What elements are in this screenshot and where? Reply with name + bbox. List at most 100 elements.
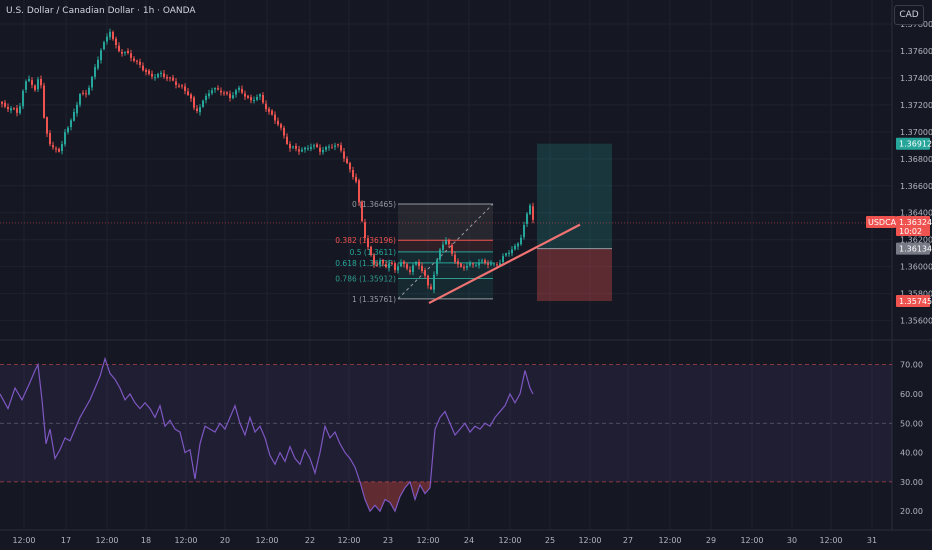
candle-body — [100, 50, 102, 61]
time-axis-label: 22 — [305, 536, 315, 545]
candle-body — [40, 78, 42, 86]
fib-level-label: 0.618 (1.36028) — [335, 259, 396, 268]
candle-body — [292, 146, 294, 148]
candle-body — [244, 93, 246, 97]
candle-body — [88, 87, 90, 95]
candle-body — [250, 97, 252, 101]
candle-body — [220, 90, 222, 93]
candle-body — [142, 65, 144, 71]
rsi-axis-label: 70.00 — [900, 361, 923, 370]
candle-body — [187, 91, 189, 96]
candle-body — [61, 144, 63, 152]
candle-body — [4, 102, 6, 107]
candle-body — [505, 253, 507, 256]
candle-body — [472, 263, 474, 265]
candle-body — [124, 52, 126, 54]
price-axis-label: 1.37000 — [900, 128, 932, 137]
candle-body — [148, 70, 150, 74]
candle-body — [355, 176, 357, 182]
trendline — [428, 223, 581, 305]
time-axis-label: 17 — [61, 536, 71, 545]
time-axis-label: 25 — [545, 536, 555, 545]
candle-body — [7, 107, 9, 110]
candle-body — [400, 262, 402, 267]
rsi-axis-label: 50.00 — [900, 419, 923, 428]
last-price-tag: 1.36324 — [899, 218, 932, 227]
candle-body — [103, 42, 105, 50]
fib-trend-line — [397, 203, 494, 300]
candle-body — [364, 222, 366, 238]
time-axis-label: 12:00 — [337, 536, 360, 545]
candle-body — [22, 90, 24, 107]
candle-body — [13, 108, 15, 110]
candle-body — [325, 146, 327, 150]
candle-body — [478, 262, 480, 266]
position-stop-zone — [537, 248, 612, 302]
candle-body — [283, 127, 285, 136]
candle-body — [184, 86, 186, 91]
candle-body — [403, 261, 405, 264]
candle-body — [229, 93, 231, 98]
candle-body — [193, 97, 195, 108]
candle-body — [493, 263, 495, 265]
candle-body — [58, 148, 60, 152]
candle-body — [16, 108, 18, 113]
candle-body — [253, 100, 255, 102]
candle-body — [196, 108, 198, 112]
candle-body — [487, 263, 489, 265]
time-axis-label: 12:00 — [658, 536, 681, 545]
currency-button[interactable]: CAD — [894, 5, 924, 25]
fib-level-label: 0.786 (1.35912) — [335, 275, 396, 284]
candle-body — [385, 264, 387, 268]
chart-title: U.S. Dollar / Canadian Dollar · 1h · OAN… — [6, 6, 196, 16]
candle-body — [178, 85, 180, 87]
candle-body — [388, 263, 390, 269]
candle-body — [274, 114, 276, 121]
candle-body — [406, 264, 408, 269]
candle-body — [409, 269, 411, 272]
candle-body — [79, 93, 81, 105]
candle-body — [73, 112, 75, 121]
candle-body — [511, 249, 513, 254]
candle-body — [412, 265, 414, 273]
candle-body — [223, 92, 225, 94]
candle-body — [28, 78, 30, 82]
candle-body — [481, 260, 483, 262]
time-axis-label: 12:00 — [12, 536, 35, 545]
candle-body — [19, 106, 21, 114]
time-axis-label: 12:00 — [255, 536, 278, 545]
candle-body — [70, 120, 72, 128]
candle-body — [430, 286, 432, 290]
price-axis-label: 1.37400 — [900, 74, 932, 83]
candle-body — [529, 205, 531, 215]
candle-body — [322, 150, 324, 153]
candle-body — [376, 264, 378, 266]
candle-body — [331, 147, 333, 149]
price-axis-label: 1.37200 — [900, 101, 932, 110]
target-price-tag: 1.36912 — [899, 140, 932, 149]
time-axis-label: 12:00 — [740, 536, 763, 545]
candle-body — [394, 263, 396, 271]
candle-body — [76, 104, 78, 114]
time-axis-label: 24 — [464, 536, 474, 545]
candle-body — [31, 80, 33, 85]
time-axis-label: 12:00 — [819, 536, 842, 545]
candle-body — [214, 88, 216, 90]
candle-body — [118, 45, 120, 52]
candle-body — [55, 148, 57, 150]
candle-body — [217, 88, 219, 90]
candle-body — [37, 79, 39, 90]
rsi-axis-label: 30.00 — [900, 478, 923, 487]
rsi-axis-label: 40.00 — [900, 449, 923, 458]
candle-body — [319, 147, 321, 152]
candle-body — [304, 147, 306, 150]
candle-body — [268, 108, 270, 112]
candle-body — [49, 133, 51, 145]
candle-body — [466, 265, 468, 268]
rsi-axis-label: 60.00 — [900, 390, 923, 399]
candle-body — [67, 127, 69, 133]
candle-body — [43, 85, 45, 118]
entry-price-tag: 1.36134 — [899, 245, 932, 254]
candle-body — [115, 38, 117, 46]
